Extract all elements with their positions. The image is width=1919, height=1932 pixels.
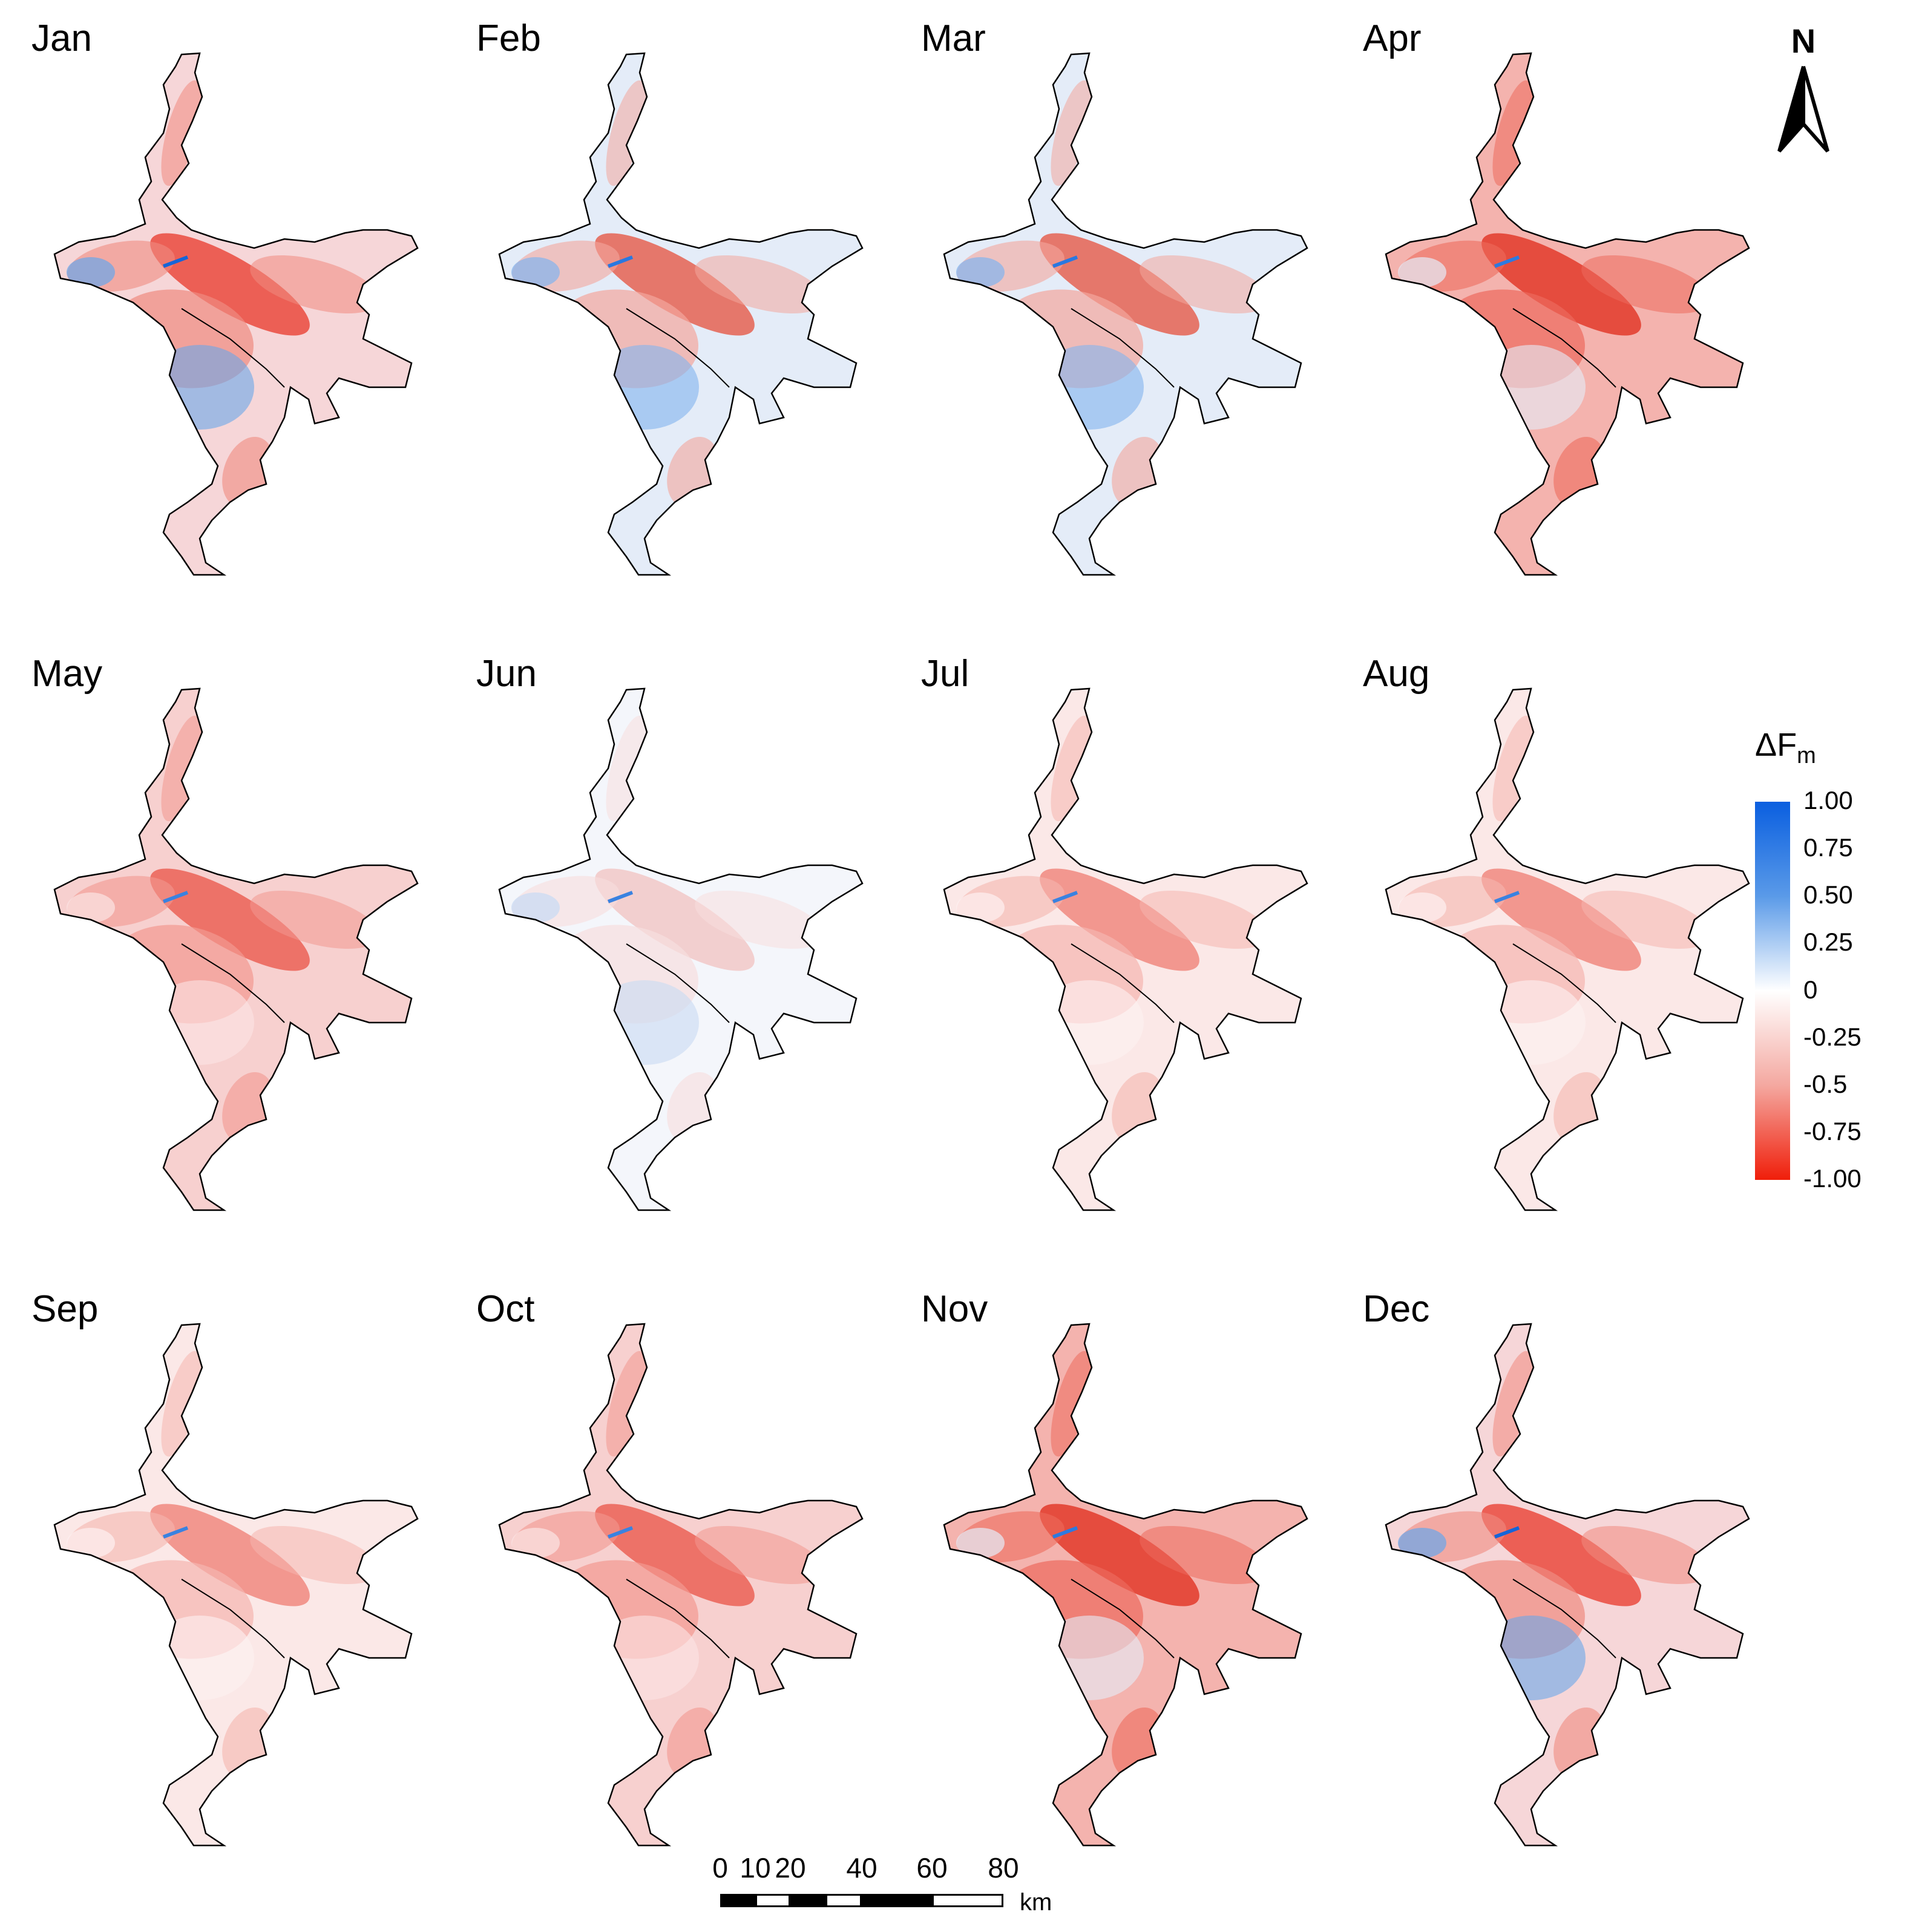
legend-tick: -0.5 bbox=[1803, 1069, 1848, 1098]
scale-bar: 0 10 20 40 60 80 km bbox=[712, 1852, 1059, 1924]
scale-bar-segment bbox=[932, 1894, 1003, 1907]
legend-tick: -0.75 bbox=[1803, 1116, 1862, 1145]
panel-month-label: Jan bbox=[31, 18, 92, 59]
scale-bar-label: 40 bbox=[846, 1852, 877, 1884]
panel-month-label: Sep bbox=[31, 1288, 99, 1330]
map-panel-mar: Mar bbox=[890, 0, 1350, 605]
legend-tick: -1.00 bbox=[1803, 1164, 1862, 1193]
lake-map bbox=[498, 1323, 864, 1847]
scale-bar-segment bbox=[720, 1894, 755, 1907]
panel-month-label: May bbox=[31, 653, 103, 695]
map-panel-sep: Sep bbox=[0, 1271, 460, 1876]
panel-month-label: Jun bbox=[476, 653, 537, 695]
map-panel-dec: Dec bbox=[1331, 1271, 1791, 1876]
map-panel-may: May bbox=[0, 635, 460, 1240]
scale-bar-label: 20 bbox=[775, 1852, 806, 1884]
lake-map bbox=[498, 52, 864, 576]
lake-map bbox=[943, 1323, 1308, 1847]
lake-map bbox=[943, 687, 1308, 1211]
legend-tick: 0.25 bbox=[1803, 928, 1853, 957]
panel-month-label: Nov bbox=[921, 1288, 988, 1330]
map-panel-nov: Nov bbox=[890, 1271, 1350, 1876]
legend-title: ΔFm bbox=[1755, 727, 1816, 768]
legend-tick: 0.50 bbox=[1803, 880, 1853, 909]
lake-map bbox=[1385, 52, 1750, 576]
panel-month-label: Feb bbox=[476, 18, 541, 59]
scale-bar-label: 80 bbox=[988, 1852, 1019, 1884]
legend-tick: 1.00 bbox=[1803, 786, 1853, 814]
scale-bar-segment bbox=[825, 1894, 862, 1907]
panel-month-label: Jul bbox=[921, 653, 969, 695]
scale-bar-label: 0 bbox=[712, 1852, 728, 1884]
map-panel-jun: Jun bbox=[445, 635, 905, 1240]
north-arrow: N bbox=[1767, 21, 1840, 160]
legend-tick: 0 bbox=[1803, 975, 1818, 1004]
north-letter: N bbox=[1791, 22, 1816, 60]
map-panel-jan: Jan bbox=[0, 0, 460, 605]
lake-map bbox=[943, 52, 1308, 576]
panel-month-label: Oct bbox=[476, 1288, 535, 1330]
scale-bar-label: 60 bbox=[916, 1852, 948, 1884]
scale-bar-segment bbox=[790, 1894, 825, 1907]
scale-bar-unit: km bbox=[1020, 1889, 1052, 1916]
scale-bar-label: 10 bbox=[740, 1852, 771, 1884]
lake-map bbox=[53, 52, 419, 576]
scale-bar-segment bbox=[755, 1894, 790, 1907]
panel-month-label: Aug bbox=[1363, 653, 1430, 695]
panel-month-label: Apr bbox=[1363, 18, 1422, 59]
legend: ΔFm 1.00 0.75 0.50 0.25 0 -0.25 -0.5 -0.75 -1.00 bbox=[1755, 726, 1912, 1210]
north-arrow-icon bbox=[1777, 66, 1829, 152]
panel-month-label: Mar bbox=[921, 18, 986, 59]
map-panel-apr: Apr bbox=[1331, 0, 1791, 605]
legend-tick: -0.25 bbox=[1803, 1022, 1862, 1051]
lake-map bbox=[1385, 1323, 1750, 1847]
lake-map bbox=[1385, 687, 1750, 1211]
scale-bar-segment bbox=[862, 1894, 932, 1907]
panel-month-label: Dec bbox=[1363, 1288, 1430, 1330]
map-panel-aug: Aug bbox=[1331, 635, 1791, 1240]
legend-tick: 0.75 bbox=[1803, 833, 1853, 862]
legend-color-bar bbox=[1755, 802, 1790, 1180]
lake-map bbox=[498, 687, 864, 1211]
lake-map bbox=[53, 687, 419, 1211]
map-panel-jul: Jul bbox=[890, 635, 1350, 1240]
lake-map bbox=[53, 1323, 419, 1847]
map-panel-feb: Feb bbox=[445, 0, 905, 605]
map-panel-oct: Oct bbox=[445, 1271, 905, 1876]
